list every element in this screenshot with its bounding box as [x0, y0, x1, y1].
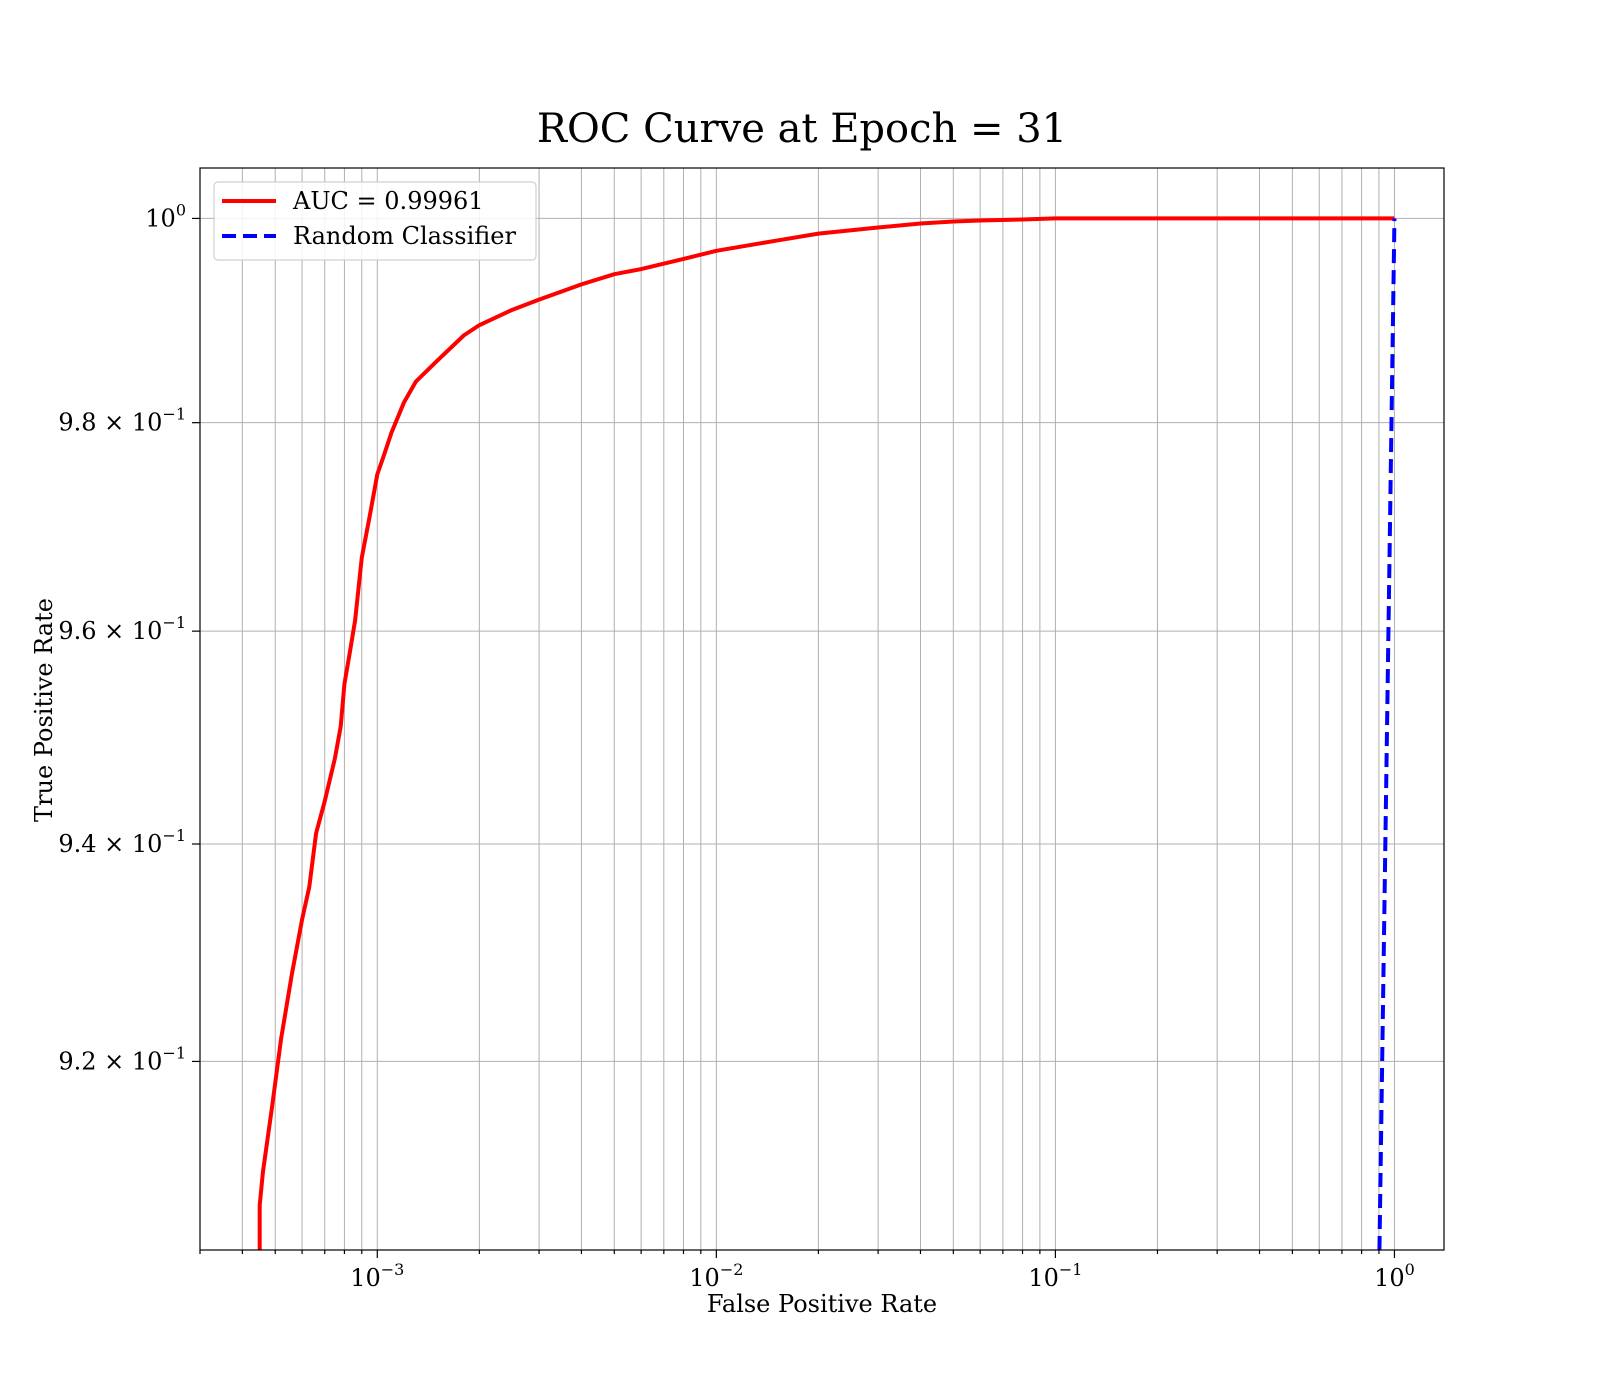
x-tick-label: 10−2: [689, 1260, 743, 1292]
legend-box: [213, 181, 537, 261]
plot-frame: [199, 167, 1445, 1251]
roc-curve-line: [257, 216, 1395, 1250]
ticks: 10−3 10−2 10−1 100 100 9.8 × 10−1 9.6 × 10−1 9.…: [58, 200, 1414, 1292]
y-tick-label: 9.8 × 10−1: [58, 405, 186, 437]
y-tick-label: 9.4 × 10−1: [58, 826, 186, 858]
random-classifier-line: [1377, 218, 1397, 1250]
x-tick-label: 10−3: [350, 1260, 404, 1292]
y-tick-label: 9.6 × 10−1: [58, 613, 186, 645]
y-tick-label: 100: [145, 200, 186, 232]
y-tick-label: 9.2 × 10−1: [58, 1043, 186, 1075]
series-layer: [257, 216, 1397, 1250]
x-tick-label: 10−1: [1028, 1260, 1082, 1292]
x-tick-label: 100: [1374, 1260, 1415, 1292]
x-axis-label: False Positive Rate: [707, 1290, 937, 1318]
legend: AUC = 0.99961 Random Classifier: [213, 181, 537, 261]
grid: [199, 168, 1444, 1250]
legend-label-auc: AUC = 0.99961: [292, 187, 484, 215]
chart-title: ROC Curve at Epoch = 31: [537, 106, 1067, 152]
legend-label-random: Random Classifier: [293, 222, 516, 250]
y-axis-label: True Positive Rate: [30, 598, 58, 822]
